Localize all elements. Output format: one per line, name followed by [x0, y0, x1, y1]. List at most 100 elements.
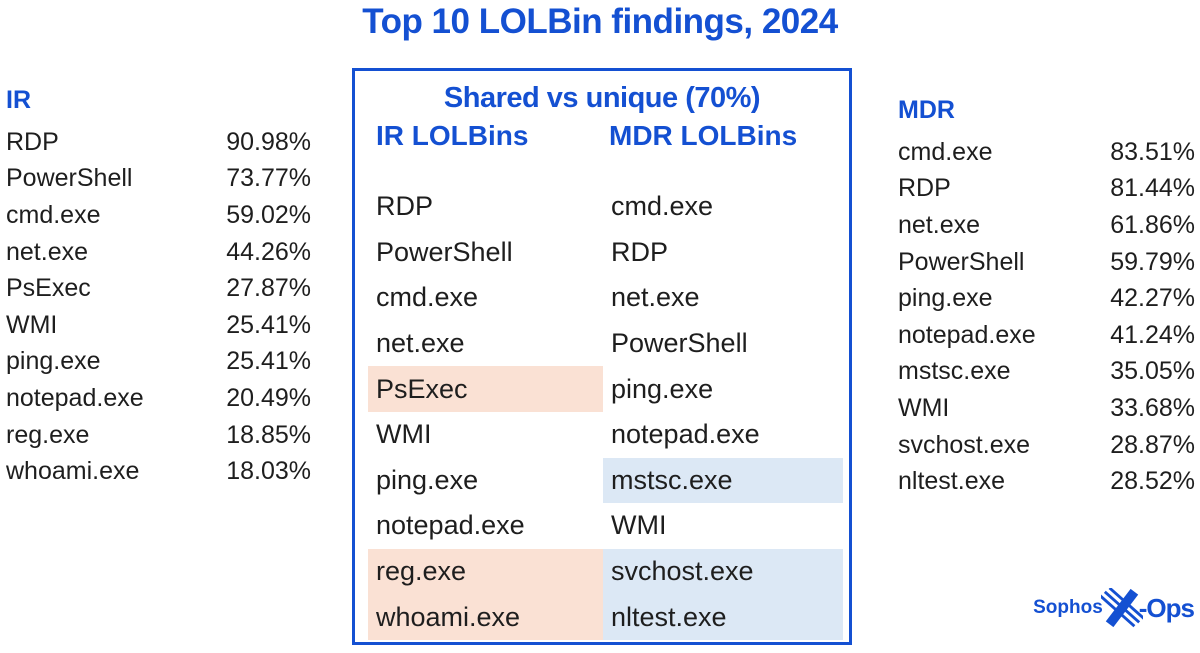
ir-lolbin-cell: RDP: [376, 191, 434, 222]
shared-box-row: reg.exe svchost.exe: [355, 548, 849, 595]
lolbin-percent: 59.79%: [1110, 247, 1195, 276]
mdr-lolbin-cell: svchost.exe: [603, 548, 843, 595]
mdr-lolbin-cell: WMI: [611, 510, 667, 541]
mdr-lolbins-header: MDR LOLBins: [609, 120, 798, 151]
ir-lolbin-cell: cmd.exe: [376, 282, 479, 313]
table-row: WMI 25.41%: [6, 307, 311, 344]
shared-vs-unique-box: Shared vs unique (70%) IR LOLBins MDR LO…: [352, 68, 852, 645]
shared-box-row: ping.exe mstsc.exe: [355, 457, 849, 504]
lolbin-name: mstsc.exe: [898, 357, 1011, 386]
ir-table-rows: RDP 90.98% PowerShell 73.77% cmd.exe 59.02% ne…: [6, 124, 311, 490]
lolbin-name: notepad.exe: [6, 383, 144, 412]
ir-lolbin-cell: ping.exe: [376, 464, 479, 495]
lolbin-name: PsExec: [6, 274, 91, 303]
table-row: RDP 81.44%: [898, 171, 1195, 208]
shared-box-row: cmd.exe net.exe: [355, 275, 849, 321]
ir-lolbin-cell: PowerShell: [376, 236, 513, 267]
lolbin-name: RDP: [6, 127, 59, 156]
lolbin-name: cmd.exe: [6, 200, 101, 229]
table-row: RDP 90.98%: [6, 124, 311, 161]
table-row: notepad.exe 20.49%: [6, 380, 311, 417]
table-row: notepad.exe 41.24%: [898, 317, 1195, 354]
mdr-table-header: MDR: [898, 96, 955, 124]
shared-box-headers: IR LOLBins MDR LOLBins: [355, 120, 849, 160]
ir-table-header: IR: [6, 86, 31, 114]
logo-ops-text: -Ops: [1138, 592, 1195, 623]
table-row: svchost.exe 28.87%: [898, 427, 1195, 464]
lolbin-name: nltest.exe: [898, 467, 1006, 496]
mdr-lolbin-cell: nltest.exe: [603, 594, 843, 640]
table-row: PowerShell 59.79%: [898, 244, 1195, 281]
mdr-table: MDR cmd.exe 83.51% RDP 81.44% net.exe 61.86% P…: [898, 96, 1195, 500]
ir-lolbins-header: IR LOLBins: [376, 120, 529, 151]
shared-box-row: WMI notepad.exe: [355, 412, 849, 458]
table-row: reg.exe 18.85%: [6, 417, 311, 454]
table-row: ping.exe 25.41%: [6, 344, 311, 381]
mdr-table-rows: cmd.exe 83.51% RDP 81.44% net.exe 61.86% Power…: [898, 134, 1195, 500]
table-row: ping.exe 42.27%: [898, 280, 1195, 317]
lolbin-percent: 33.68%: [1110, 393, 1195, 422]
logo-sophos-text: Sophos: [1033, 597, 1103, 618]
mdr-lolbin-cell: net.exe: [611, 282, 700, 313]
mdr-lolbin-cell: notepad.exe: [611, 419, 760, 450]
lolbin-percent: 25.41%: [226, 347, 311, 376]
lolbin-percent: 27.87%: [226, 274, 311, 303]
lolbin-percent: 61.86%: [1110, 210, 1195, 239]
table-row: cmd.exe 83.51%: [898, 134, 1195, 171]
lolbin-percent: 42.27%: [1110, 284, 1195, 313]
shared-box-row: PowerShell RDP: [355, 230, 849, 276]
shared-box-row: PsExec ping.exe: [355, 366, 849, 412]
lolbin-percent: 59.02%: [226, 200, 311, 229]
shared-box-row: whoami.exe nltest.exe: [355, 594, 849, 640]
lolbin-percent: 83.51%: [1110, 137, 1195, 166]
table-row: WMI 33.68%: [898, 390, 1195, 427]
lolbin-name: WMI: [6, 310, 58, 339]
lolbin-percent: 20.49%: [226, 383, 311, 412]
lolbin-percent: 25.41%: [226, 310, 311, 339]
lolbin-percent: 44.26%: [226, 237, 311, 266]
lolbin-percent: 41.24%: [1110, 320, 1195, 349]
ir-lolbin-cell: PsExec: [368, 366, 603, 412]
ir-table: IR RDP 90.98% PowerShell 73.77% cmd.exe 59.02…: [6, 86, 311, 490]
lolbin-name: PowerShell: [6, 164, 133, 193]
lolbin-name: reg.exe: [6, 420, 90, 449]
lolbin-name: ping.exe: [898, 284, 993, 313]
lolbin-percent: 18.85%: [226, 420, 311, 449]
lolbin-percent: 28.87%: [1110, 430, 1195, 459]
sophos-x-ops-logo: Sophos -Ops: [1024, 578, 1195, 638]
table-row: whoami.exe 18.03%: [6, 453, 311, 490]
table-row: net.exe 61.86%: [898, 207, 1195, 244]
shared-box-row: notepad.exe WMI: [355, 503, 849, 549]
lolbin-percent: 90.98%: [226, 127, 311, 156]
shared-box-row: RDP cmd.exe: [355, 184, 849, 230]
x-cross-icon: [1100, 588, 1143, 628]
lolbin-name: svchost.exe: [898, 430, 1031, 459]
mdr-lolbin-cell: ping.exe: [611, 373, 714, 404]
ir-lolbin-cell: reg.exe: [368, 548, 603, 595]
lolbin-percent: 73.77%: [226, 164, 311, 193]
mdr-lolbin-cell: PowerShell: [611, 328, 748, 359]
table-row: mstsc.exe 35.05%: [898, 354, 1195, 391]
mdr-lolbin-cell: RDP: [611, 236, 669, 267]
lolbin-percent: 28.52%: [1110, 467, 1195, 496]
lolbin-name: PowerShell: [898, 247, 1025, 276]
shared-vs-unique-title: Shared vs unique (70%): [443, 82, 761, 114]
lolbin-name: WMI: [898, 393, 950, 422]
lolbin-name: cmd.exe: [898, 137, 993, 166]
lolbin-name: notepad.exe: [898, 320, 1036, 349]
lolbin-name: RDP: [898, 174, 951, 203]
lolbin-name: net.exe: [898, 210, 981, 239]
table-row: PowerShell 73.77%: [6, 161, 311, 198]
lolbin-percent: 35.05%: [1110, 357, 1195, 386]
table-row: PsExec 27.87%: [6, 270, 311, 307]
shared-box-rows: RDP cmd.exe PowerShell RDP cmd.exe net.exe net…: [355, 184, 849, 640]
lolbin-percent: 81.44%: [1110, 174, 1195, 203]
table-row: cmd.exe 59.02%: [6, 197, 311, 234]
page-title: Top 10 LOLBin findings, 2024: [362, 2, 838, 41]
ir-lolbin-cell: notepad.exe: [376, 510, 525, 541]
ir-lolbin-cell: WMI: [376, 419, 432, 450]
lolbin-percent: 18.03%: [226, 457, 311, 486]
ir-lolbin-cell: net.exe: [376, 328, 465, 359]
mdr-lolbin-cell: mstsc.exe: [603, 457, 843, 504]
lolbin-name: ping.exe: [6, 347, 101, 376]
